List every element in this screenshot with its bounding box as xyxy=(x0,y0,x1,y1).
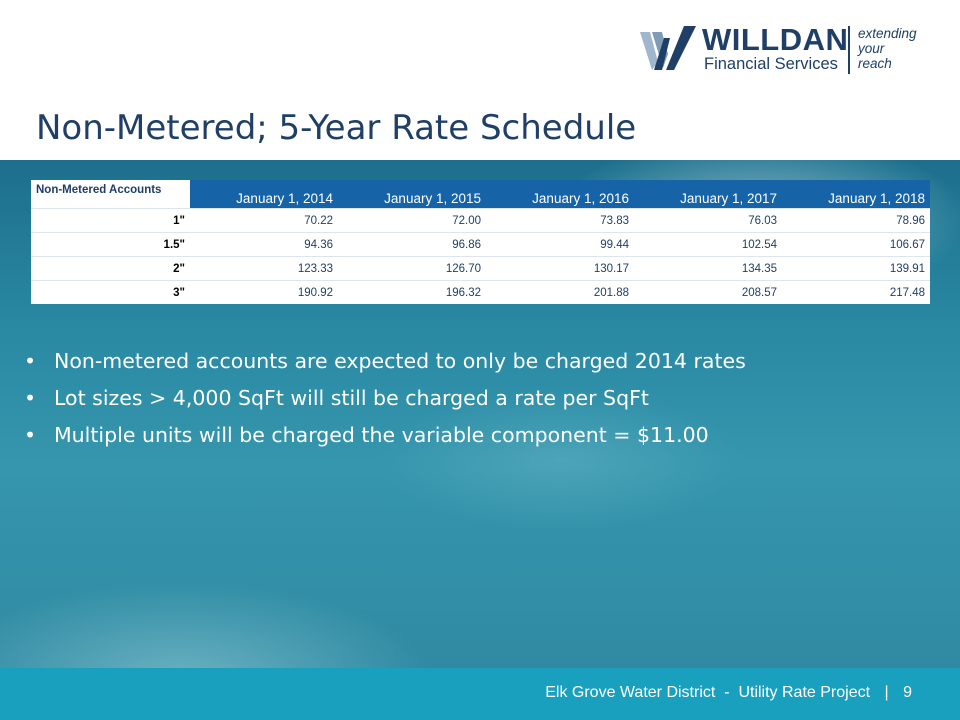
footer-separator: | xyxy=(884,684,889,701)
table-header-row: Non-Metered Accounts January 1, 2014 Jan… xyxy=(31,180,930,209)
rate-cell: 201.88 xyxy=(593,286,629,299)
bullet-text: Lot sizes > 4,000 SqFt will still be cha… xyxy=(54,386,649,410)
column-header: January 1, 2016 xyxy=(486,180,634,209)
logo-subtitle: Financial Services xyxy=(704,55,838,73)
column-header: January 1, 2017 xyxy=(634,180,782,209)
rate-cell: 217.48 xyxy=(889,286,925,299)
footer-project-label: Elk Grove Water District - Utility Rate … xyxy=(545,684,871,701)
meter-size-cell: 1.5" xyxy=(163,238,185,251)
meter-size-cell: 2" xyxy=(173,262,185,275)
table-row: 1.5" 94.36 96.86 99.44 102.54 106.67 xyxy=(31,232,930,257)
slide-header: WILLDAN Financial Services extending you… xyxy=(0,0,960,160)
bullet-dot-icon: • xyxy=(24,349,37,373)
bullet-list: • Non-metered accounts are expected to o… xyxy=(24,343,746,454)
logo-w-icon xyxy=(640,26,696,70)
slide-title: Non-Metered; 5-Year Rate Schedule xyxy=(36,108,637,148)
tagline-line: your xyxy=(858,41,885,56)
rate-cell: 96.86 xyxy=(452,238,481,251)
rate-cell: 196.32 xyxy=(445,286,481,299)
rate-cell: 73.83 xyxy=(600,214,629,227)
rate-cell: 123.33 xyxy=(297,262,333,275)
logo-divider xyxy=(848,26,850,74)
bullet-text: Multiple units will be charged the varia… xyxy=(54,423,709,447)
bullet-item: • Non-metered accounts are expected to o… xyxy=(24,343,746,380)
rate-cell: 134.35 xyxy=(741,262,777,275)
rate-cell: 102.54 xyxy=(741,238,777,251)
company-logo: WILLDAN Financial Services extending you… xyxy=(640,22,940,78)
rate-cell: 99.44 xyxy=(600,238,629,251)
bullet-item: • Multiple units will be charged the var… xyxy=(24,417,746,454)
logo-tagline: extending your reach xyxy=(858,26,917,71)
tagline-line: extending xyxy=(858,26,917,41)
rate-cell: 72.00 xyxy=(452,214,481,227)
rate-cell: 106.67 xyxy=(889,238,925,251)
column-header: January 1, 2014 xyxy=(190,180,338,209)
bullet-item: • Lot sizes > 4,000 SqFt will still be c… xyxy=(24,380,746,417)
rate-cell: 70.22 xyxy=(304,214,333,227)
table-row: 3" 190.92 196.32 201.88 208.57 217.48 xyxy=(31,280,930,305)
bullet-dot-icon: • xyxy=(24,386,37,410)
rate-cell: 78.96 xyxy=(896,214,925,227)
logo-name: WILLDAN xyxy=(702,22,849,57)
footer-bar: Elk Grove Water District - Utility Rate … xyxy=(0,668,960,720)
bullet-text: Non-metered accounts are expected to onl… xyxy=(54,349,746,373)
rate-cell: 208.57 xyxy=(741,286,777,299)
footer-text: Elk Grove Water District - Utility Rate … xyxy=(545,684,912,702)
meter-size-cell: 3" xyxy=(173,286,185,299)
rate-cell: 190.92 xyxy=(297,286,333,299)
rate-cell: 139.91 xyxy=(889,262,925,275)
rate-schedule-table: Non-Metered Accounts January 1, 2014 Jan… xyxy=(31,180,930,304)
rate-cell: 94.36 xyxy=(304,238,333,251)
table-row: 2" 123.33 126.70 130.17 134.35 139.91 xyxy=(31,256,930,281)
page-number: 9 xyxy=(903,684,912,701)
column-header: January 1, 2015 xyxy=(338,180,486,209)
rate-cell: 76.03 xyxy=(748,214,777,227)
rate-cell: 126.70 xyxy=(445,262,481,275)
rate-cell: 130.17 xyxy=(593,262,629,275)
tagline-line: reach xyxy=(858,56,892,71)
table-row: 1" 70.22 72.00 73.83 76.03 78.96 xyxy=(31,208,930,233)
column-header: January 1, 2018 xyxy=(782,180,930,209)
table-corner-label: Non-Metered Accounts xyxy=(31,180,190,209)
bullet-dot-icon: • xyxy=(24,423,37,447)
meter-size-cell: 1" xyxy=(173,214,185,227)
